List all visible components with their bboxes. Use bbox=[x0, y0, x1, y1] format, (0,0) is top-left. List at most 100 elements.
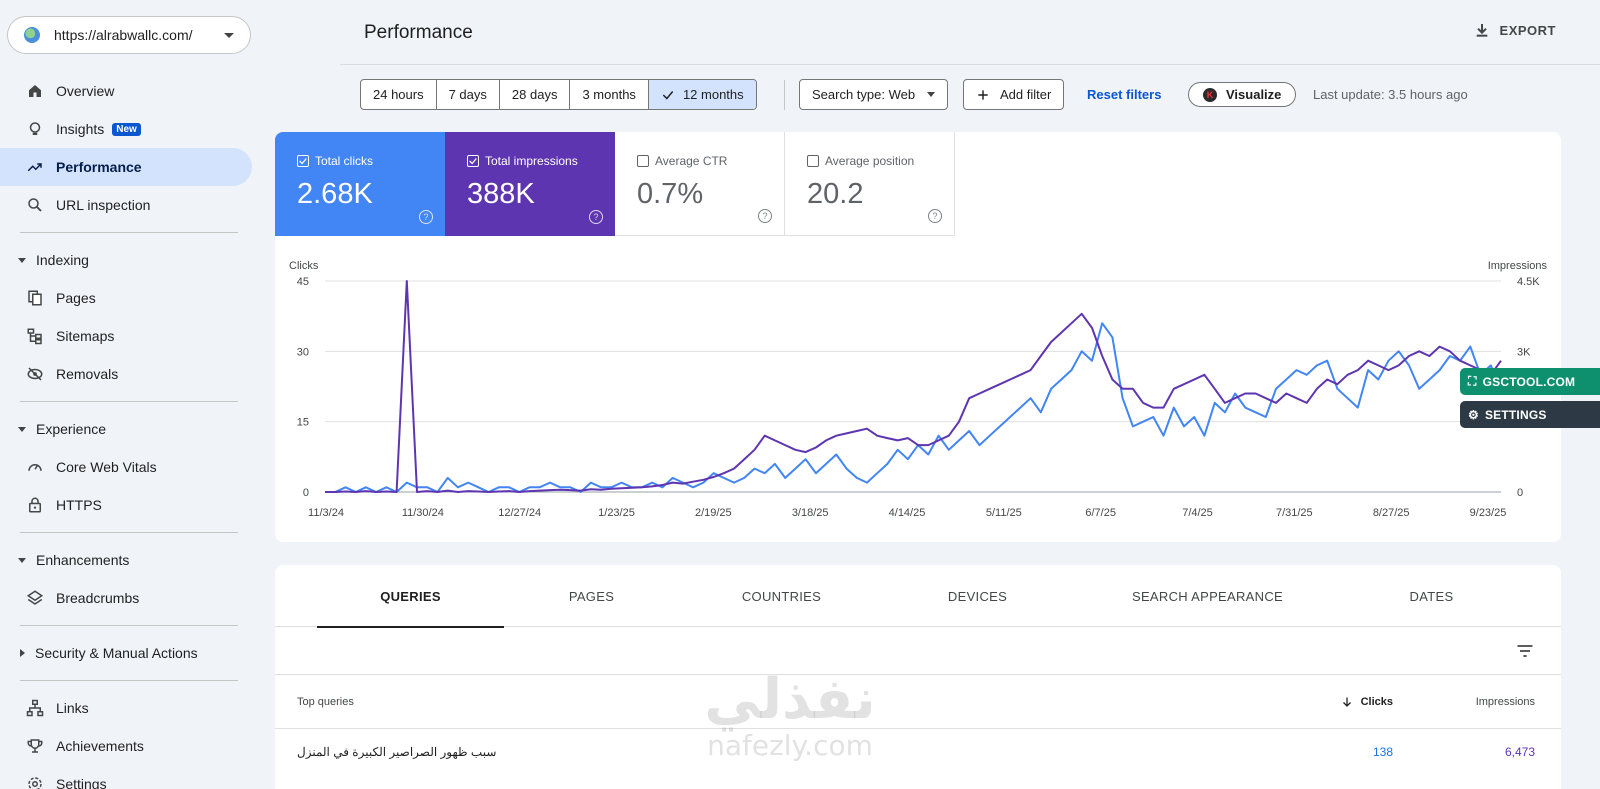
y-left-tick-label: 30 bbox=[297, 346, 309, 358]
section-security[interactable]: Security & Manual Actions bbox=[0, 634, 258, 672]
property-url: https://alrabwallc.com/ bbox=[54, 27, 193, 43]
range-28-days[interactable]: 28 days bbox=[500, 80, 571, 109]
range-12-months[interactable]: 12 months bbox=[648, 80, 756, 109]
column-header-clicks[interactable]: Clicks bbox=[1341, 696, 1393, 708]
metric-total-impressions[interactable]: Total impressions 388K ? bbox=[445, 132, 615, 236]
gsctool-button[interactable]: ⛶ GSCTOOL.COM bbox=[1460, 368, 1600, 395]
sidebar-item-label: HTTPS bbox=[56, 497, 102, 513]
range-3-months[interactable]: 3 months bbox=[570, 80, 649, 109]
range-24-hours[interactable]: 24 hours bbox=[361, 80, 437, 109]
section-experience[interactable]: Experience bbox=[0, 410, 258, 448]
property-selector[interactable]: https://alrabwallc.com/ bbox=[7, 16, 251, 54]
export-button[interactable]: EXPORT bbox=[1474, 22, 1556, 38]
gear-icon bbox=[26, 775, 44, 789]
lock-icon bbox=[26, 496, 44, 514]
sidebar-item-links[interactable]: Links bbox=[0, 689, 258, 727]
metric-label: Total clicks bbox=[315, 154, 374, 168]
checkbox-icon[interactable] bbox=[637, 155, 649, 167]
filter-icon[interactable] bbox=[1515, 641, 1535, 661]
help-icon[interactable]: ? bbox=[928, 209, 942, 223]
plus-icon bbox=[978, 89, 988, 100]
sidebar-item-achievements[interactable]: Achievements bbox=[0, 727, 258, 765]
visualize-button[interactable]: K Visualize bbox=[1188, 82, 1297, 107]
y-right-tick-label: 3K bbox=[1517, 346, 1531, 358]
checkbox-checked-icon[interactable] bbox=[297, 155, 309, 167]
sidebar-item-pages[interactable]: Pages bbox=[0, 279, 258, 317]
help-icon[interactable]: ? bbox=[419, 210, 433, 224]
sidebar-item-insights[interactable]: Insights New bbox=[0, 110, 258, 148]
sidebar-item-label: Links bbox=[56, 700, 89, 716]
collapse-icon bbox=[18, 257, 26, 263]
sidebar-item-breadcrumbs[interactable]: Breadcrumbs bbox=[0, 579, 258, 617]
x-tick-label: 11/3/24 bbox=[308, 507, 344, 519]
impressions-series-line bbox=[325, 280, 1502, 493]
divider bbox=[20, 232, 238, 233]
tab-search-appearance[interactable]: SEARCH APPEARANCE bbox=[1131, 588, 1284, 604]
range-7-days[interactable]: 7 days bbox=[437, 80, 500, 109]
check-icon bbox=[662, 90, 674, 100]
performance-line-chart: Clicks Impressions 45 30 15 0 4.5K 3K 0 11/3/24 11… bbox=[289, 260, 1548, 519]
date-range-selector: 24 hours 7 days 28 days 3 months 12 mont… bbox=[360, 79, 757, 110]
section-label: Enhancements bbox=[36, 552, 130, 568]
tab-devices[interactable]: DEVICES bbox=[947, 588, 1008, 604]
x-tick-label: 11/30/24 bbox=[402, 507, 444, 519]
metric-label: Average CTR bbox=[655, 154, 728, 168]
search-type-dropdown[interactable]: Search type: Web bbox=[799, 79, 949, 110]
section-indexing[interactable]: Indexing bbox=[0, 241, 258, 279]
metric-average-position[interactable]: Average position 20.2 ? bbox=[785, 132, 955, 236]
clicks-cell: 138 bbox=[1372, 745, 1393, 759]
sidebar-item-core-web-vitals[interactable]: Core Web Vitals bbox=[0, 448, 258, 486]
x-tick-label: 9/23/25 bbox=[1470, 507, 1507, 519]
help-icon[interactable]: ? bbox=[758, 209, 772, 223]
tab-pages[interactable]: PAGES bbox=[568, 588, 615, 604]
tab-queries[interactable]: QUERIES bbox=[317, 565, 504, 628]
sidebar-item-overview[interactable]: Overview bbox=[0, 72, 258, 110]
x-tick-label: 7/4/25 bbox=[1182, 507, 1213, 519]
checkbox-checked-icon[interactable] bbox=[467, 155, 479, 167]
sidebar-item-label: Settings bbox=[56, 776, 107, 789]
expand-icon bbox=[20, 649, 25, 657]
table-header: Top queries Clicks Impressions bbox=[275, 675, 1561, 729]
sidebar-item-performance[interactable]: Performance bbox=[0, 148, 252, 186]
section-enhancements[interactable]: Enhancements bbox=[0, 541, 258, 579]
reset-filters-link[interactable]: Reset filters bbox=[1087, 87, 1162, 102]
tab-dates[interactable]: DATES bbox=[1409, 588, 1454, 604]
search-type-label: Search type: Web bbox=[812, 87, 916, 102]
x-tick-label: 12/27/24 bbox=[498, 507, 541, 519]
trending-up-icon bbox=[26, 158, 44, 176]
sidebar-item-sitemaps[interactable]: Sitemaps bbox=[0, 317, 258, 355]
sidebar-item-label: Achievements bbox=[56, 738, 144, 754]
add-filter-button[interactable]: Add filter bbox=[963, 79, 1065, 110]
y-left-tick-label: 0 bbox=[303, 487, 309, 499]
query-cell: سبب ظهور الصراصير الكبيرة في المنزل bbox=[297, 745, 497, 759]
performance-chart-card: Total clicks 2.68K ? Total impressions 3… bbox=[275, 132, 1561, 542]
divider bbox=[20, 625, 238, 626]
y-right-tick-label: 4.5K bbox=[1517, 276, 1540, 288]
sidebar-item-settings[interactable]: Settings bbox=[0, 765, 258, 789]
checkbox-icon[interactable] bbox=[807, 155, 819, 167]
sidebar-item-label: Core Web Vitals bbox=[56, 459, 157, 475]
section-label: Indexing bbox=[36, 252, 89, 268]
table-row[interactable]: سبب ظهور الصراصير الكبيرة في المنزل 138 … bbox=[275, 729, 1561, 773]
sidebar-item-url-inspection[interactable]: URL inspection bbox=[0, 186, 258, 224]
column-header-impressions[interactable]: Impressions bbox=[1475, 696, 1535, 708]
trophy-icon bbox=[26, 737, 44, 755]
metric-average-ctr[interactable]: Average CTR 0.7% ? bbox=[615, 132, 785, 236]
settings-float-button[interactable]: ⚙ SETTINGS bbox=[1460, 401, 1600, 428]
sidebar-item-https[interactable]: HTTPS bbox=[0, 486, 258, 524]
settings-label: SETTINGS bbox=[1484, 407, 1547, 422]
page-title: Performance bbox=[364, 22, 473, 43]
metric-total-clicks[interactable]: Total clicks 2.68K ? bbox=[275, 132, 445, 236]
sidebar-item-label: Sitemaps bbox=[56, 328, 115, 344]
arrow-down-icon bbox=[1342, 697, 1351, 707]
help-icon[interactable]: ? bbox=[589, 210, 603, 224]
globe-icon bbox=[24, 27, 40, 43]
tab-countries[interactable]: COUNTRIES bbox=[741, 588, 822, 604]
new-badge: New bbox=[112, 122, 141, 136]
sidebar-item-label: Insights bbox=[56, 121, 105, 137]
x-tick-label: 1/23/25 bbox=[598, 507, 635, 519]
x-tick-label: 6/7/25 bbox=[1085, 507, 1116, 519]
sidebar-item-removals[interactable]: Removals bbox=[0, 355, 258, 393]
sidebar: https://alrabwallc.com/ Overview Insight… bbox=[0, 0, 258, 789]
chevron-down-icon bbox=[224, 32, 234, 38]
